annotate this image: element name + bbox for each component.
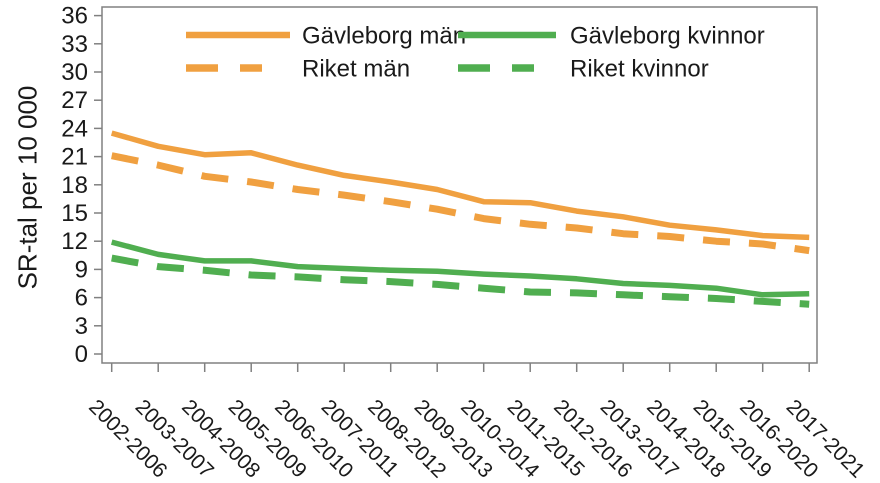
y-tick-label: 0 bbox=[75, 341, 88, 368]
y-tick-label: 21 bbox=[61, 144, 88, 171]
y-tick-label: 30 bbox=[61, 59, 88, 86]
y-tick-label: 3 bbox=[75, 313, 88, 340]
y-tick-label: 33 bbox=[61, 31, 88, 58]
legend: Gävleborg män Riket män Gävleborg kvinnor R… bbox=[186, 23, 765, 83]
legend-label: Riket män bbox=[302, 56, 410, 83]
legend-item-riket-m-n: Riket män bbox=[186, 56, 410, 83]
y-tick-label: 9 bbox=[75, 256, 88, 283]
x-axis: 2002-20062003-20072004-20082005-20092006… bbox=[84, 363, 869, 483]
series-lines bbox=[110, 130, 810, 308]
y-tick-label: 27 bbox=[61, 87, 88, 114]
series-line-riket-kvinnor bbox=[111, 254, 810, 308]
legend-label: Riket kvinnor bbox=[570, 56, 709, 83]
series-line-g-vleborg-kvinnor bbox=[110, 239, 810, 298]
plot-border bbox=[101, 6, 818, 364]
legend-label: Gävleborg kvinnor bbox=[570, 23, 765, 50]
y-axis-title: SR-tal per 10 000 bbox=[12, 85, 43, 290]
y-tick-label: 6 bbox=[75, 285, 88, 312]
legend-label: Gävleborg män bbox=[302, 23, 466, 50]
y-tick-label: 36 bbox=[61, 3, 88, 30]
legend-item-riket-kvinnor: Riket kvinnor bbox=[458, 56, 709, 83]
legend-item-g-vleborg-m-n: Gävleborg män bbox=[186, 23, 466, 50]
legend-item-g-vleborg-kvinnor: Gävleborg kvinnor bbox=[458, 23, 765, 50]
y-tick-label: 18 bbox=[61, 172, 88, 199]
series-line-riket-m-n bbox=[111, 152, 810, 255]
y-tick-label: 12 bbox=[61, 228, 88, 255]
y-tick-label: 15 bbox=[61, 200, 88, 227]
y-tick-label: 24 bbox=[61, 115, 88, 142]
series-line-g-vleborg-m-n bbox=[110, 130, 810, 241]
